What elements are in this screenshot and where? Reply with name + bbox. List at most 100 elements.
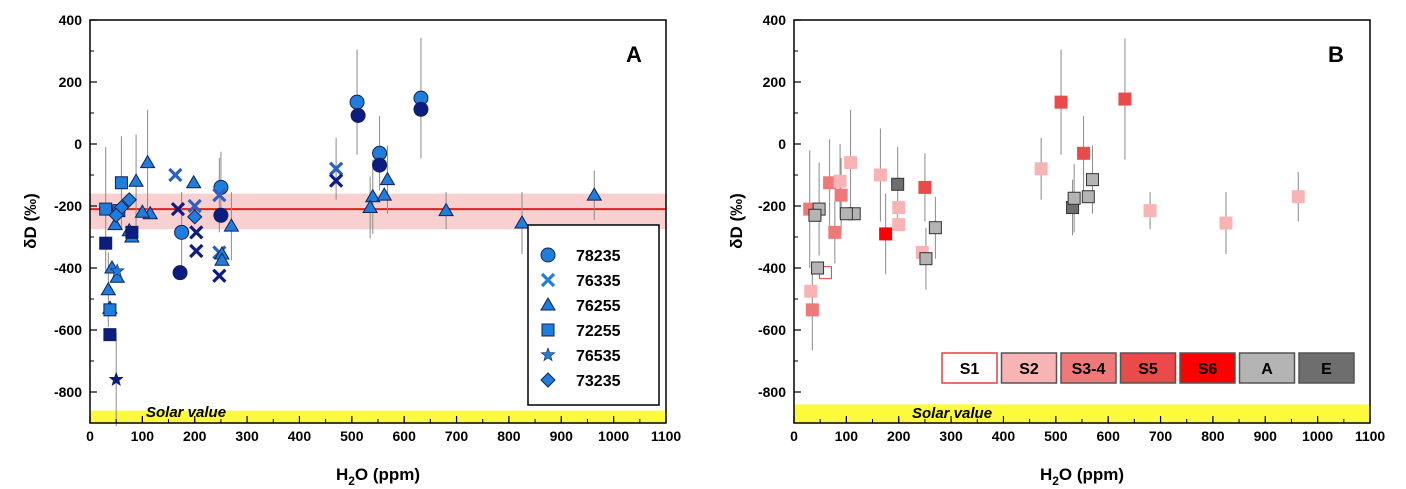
x-tick-label: 0 [790, 428, 798, 444]
data-points-b [803, 92, 1305, 317]
y-tick-label: 0 [74, 136, 82, 152]
y-tick-label: -200 [758, 198, 786, 214]
legend-b: S1 S2 S3-4 S5 S6 A E [941, 352, 1355, 384]
point-square-s2 [1034, 162, 1048, 176]
x-stroke [212, 268, 227, 283]
x-stroke [170, 201, 186, 217]
point-square [103, 328, 117, 342]
panel-b: 0 100 200 300 400 500 600 700 800 900 1000 1100 -800… [727, 12, 1385, 488]
point-diamond [187, 209, 203, 225]
point-square-s2 [1143, 204, 1157, 218]
legend-swatch [1238, 352, 1296, 384]
y-axis-title-b: δD (‰) [727, 193, 746, 249]
data-points-a [99, 90, 603, 387]
y-tick-label: 200 [59, 74, 83, 90]
legend-swatch [1000, 352, 1058, 384]
point-square-a [1067, 191, 1081, 205]
solar-label-a: Solar value [146, 404, 226, 421]
legend-label: S5 [1138, 361, 1158, 378]
x-tick-label: 700 [1149, 428, 1173, 444]
legend-label: A [1261, 361, 1273, 378]
x-stroke [540, 272, 556, 288]
point-x [328, 161, 344, 176]
y-tick-label: -400 [758, 260, 786, 276]
x-tick-label: 1000 [1302, 428, 1333, 444]
point-x [189, 243, 204, 259]
point-triangle [376, 187, 393, 201]
point-square-s6 [879, 227, 893, 241]
point-circle [413, 101, 429, 117]
x-tick-label: 100 [131, 428, 155, 444]
point-circle [349, 94, 365, 110]
legend-a: 78235 76335 76255 72255 76535 73235 [527, 224, 660, 406]
legend-swatch [941, 352, 998, 384]
error-bars-b [809, 38, 1299, 351]
axis-ticks-a: 0 100 200 300 400 500 600 700 800 900 1000 1100 -800… [54, 12, 681, 444]
point-square [99, 236, 113, 250]
point-square-a [1081, 190, 1095, 204]
point-circle [174, 224, 190, 240]
point-square-s5 [918, 180, 932, 194]
solar-band-b [794, 404, 1370, 423]
point-star [108, 371, 124, 387]
x-tick-label: 1000 [598, 428, 629, 444]
point-square-s2 [1291, 190, 1305, 204]
x-stroke [189, 225, 204, 240]
y-tick-label: 400 [59, 12, 83, 28]
point-square-a [919, 252, 933, 266]
x-tick-label: 1100 [1355, 428, 1386, 444]
point-square-s2 [844, 156, 858, 170]
point-square-s2 [833, 174, 847, 188]
legend-label: S3-4 [1072, 361, 1106, 378]
solar-band-a [90, 410, 666, 423]
point-square-s2 [873, 168, 887, 182]
x-stroke [187, 198, 202, 214]
point-x [170, 201, 186, 217]
x-tick-label: 800 [1201, 428, 1225, 444]
y-tick-label: -800 [54, 384, 82, 400]
x-tick-label: 800 [497, 428, 521, 444]
point-square-a [928, 221, 942, 235]
point-square-e [891, 177, 905, 191]
point-triangle [364, 188, 381, 203]
y-tick-label: -200 [54, 198, 82, 214]
solar-label-b: Solar value [912, 405, 992, 422]
point-square [103, 303, 117, 317]
x-tick-label: 300 [235, 428, 259, 444]
legend-label: 73235 [576, 373, 621, 390]
point-x [168, 167, 183, 183]
point-diamond [108, 207, 124, 224]
legend-label: 72255 [576, 323, 621, 340]
x-tick-label: 700 [445, 428, 469, 444]
legend-swatch [1119, 352, 1177, 384]
y-tick-label: 200 [763, 74, 787, 90]
point-square-a [808, 208, 822, 222]
legend-label: S1 [960, 361, 980, 378]
legend-label: E [1321, 361, 1332, 378]
legend-label: 78235 [576, 248, 621, 265]
point-square-s2 [892, 218, 906, 232]
point-triangle [438, 202, 454, 217]
point-square-s2 [1219, 216, 1233, 230]
point-x [212, 188, 227, 203]
point-square [114, 176, 128, 190]
panel-label-b: B [1328, 42, 1344, 67]
point-triangle [185, 174, 202, 189]
x-tick-label: 500 [1044, 428, 1068, 444]
point-triangle [586, 187, 603, 201]
y-tick-label: -600 [54, 322, 82, 338]
point-star [109, 263, 125, 278]
point-circle [350, 107, 366, 123]
point-square-s5 [1054, 95, 1068, 109]
x-tick-label: 200 [887, 428, 911, 444]
y-tick-label: 0 [778, 136, 786, 152]
point-triangle [514, 215, 530, 229]
y-tick-label: -800 [758, 384, 786, 400]
x-tick-label: 500 [340, 428, 364, 444]
y-axis-title-a: δD (‰) [21, 193, 40, 249]
point-diamond [121, 192, 137, 208]
panel-a: 0 100 200 300 400 500 600 700 800 900 1000 1100 -800… [21, 12, 681, 488]
point-square-a [1085, 173, 1099, 187]
x-tick-label: 200 [183, 428, 207, 444]
